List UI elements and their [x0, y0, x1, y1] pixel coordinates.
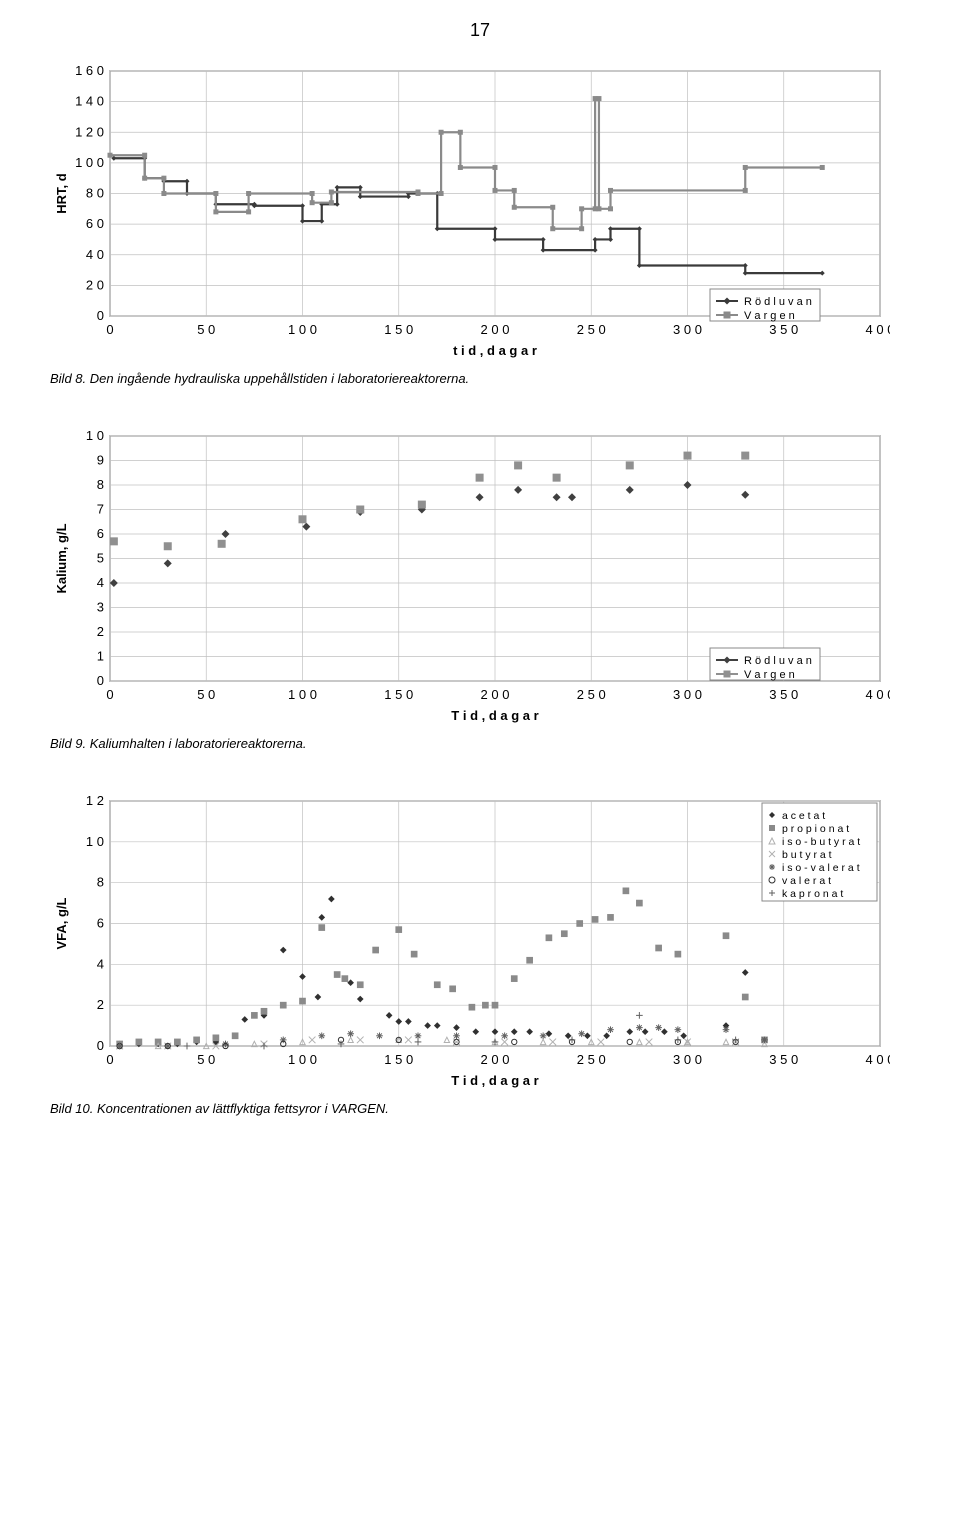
- svg-text:5 0: 5 0: [197, 322, 215, 337]
- svg-text:1 5 0: 1 5 0: [384, 322, 413, 337]
- svg-text:b u t y r a t: b u t y r a t: [782, 849, 832, 861]
- svg-text:v a l e r a t: v a l e r a t: [782, 875, 831, 887]
- svg-text:0: 0: [97, 308, 104, 323]
- svg-text:9: 9: [97, 453, 104, 468]
- svg-text:1 0 0: 1 0 0: [288, 687, 317, 702]
- svg-text:7: 7: [97, 502, 104, 517]
- svg-text:1 6 0: 1 6 0: [75, 63, 104, 78]
- svg-text:3 5 0: 3 5 0: [769, 687, 798, 702]
- svg-text:3 5 0: 3 5 0: [769, 1052, 798, 1067]
- svg-text:T i d , d a g a r: T i d , d a g a r: [451, 1073, 538, 1088]
- svg-text:6 0: 6 0: [86, 216, 104, 231]
- svg-text:3 0 0: 3 0 0: [673, 322, 702, 337]
- svg-text:a c e t a t: a c e t a t: [782, 810, 825, 822]
- svg-text:1: 1: [97, 649, 104, 664]
- svg-text:4 0 0: 4 0 0: [866, 1052, 890, 1067]
- svg-text:R ö d l u v a n: R ö d l u v a n: [744, 655, 812, 667]
- svg-text:1 2: 1 2: [86, 793, 104, 808]
- svg-text:HRT, d: HRT, d: [54, 173, 69, 214]
- svg-text:0: 0: [97, 1038, 104, 1053]
- svg-text:3 0 0: 3 0 0: [673, 1052, 702, 1067]
- chart-2-svg: 0 1 2 3 4 5 6 7 8 9 1 0 0 5 0 1 0 0 1 5 0 2 0 0 2 5 0 3 0…: [50, 426, 890, 726]
- svg-text:4: 4: [97, 956, 104, 971]
- svg-text:1 5 0: 1 5 0: [384, 1052, 413, 1067]
- svg-text:6: 6: [97, 916, 104, 931]
- svg-text:1 5 0: 1 5 0: [384, 687, 413, 702]
- svg-text:4 0 0: 4 0 0: [866, 687, 890, 702]
- svg-text:p r o p i o n a t: p r o p i o n a t: [782, 823, 849, 835]
- chart-1-caption: Bild 8. Den ingående hydrauliska uppehål…: [50, 371, 910, 386]
- svg-text:4: 4: [97, 575, 104, 590]
- svg-text:V a r g e n: V a r g e n: [744, 310, 795, 322]
- chart-3-svg: 0 2 4 6 8 1 0 1 2 0 5 0 1 0 0 1 5 0 2 0 0 2 5 0 3 0 0…: [50, 791, 890, 1091]
- svg-text:1 0 0: 1 0 0: [288, 322, 317, 337]
- svg-text:0: 0: [106, 687, 113, 702]
- svg-text:3 0 0: 3 0 0: [673, 687, 702, 702]
- chart-1-svg: 0 2 0 4 0 6 0 8 0 1 0 0 1 2 0 1 4 0 1 6 0 0 5 0 1 0…: [50, 61, 890, 361]
- svg-text:2: 2: [97, 624, 104, 639]
- svg-text:8: 8: [97, 477, 104, 492]
- svg-text:1 0 0: 1 0 0: [288, 1052, 317, 1067]
- svg-text:T i d , d a g a r: T i d , d a g a r: [451, 708, 538, 723]
- svg-text:2 5 0: 2 5 0: [577, 322, 606, 337]
- svg-text:i s o - v a l e r a t: i s o - v a l e r a t: [782, 862, 860, 874]
- svg-text:5 0: 5 0: [197, 1052, 215, 1067]
- svg-text:4 0 0: 4 0 0: [866, 322, 890, 337]
- svg-text:2 5 0: 2 5 0: [577, 1052, 606, 1067]
- svg-text:8 0: 8 0: [86, 186, 104, 201]
- svg-text:2 0 0: 2 0 0: [481, 1052, 510, 1067]
- svg-text:5 0: 5 0: [197, 687, 215, 702]
- svg-text:8: 8: [97, 875, 104, 890]
- svg-text:k a p r o n a t: k a p r o n a t: [782, 888, 843, 900]
- svg-text:1 0: 1 0: [86, 428, 104, 443]
- svg-text:V a r g e n: V a r g e n: [744, 669, 795, 681]
- svg-text:1 0 0: 1 0 0: [75, 155, 104, 170]
- chart-3-caption: Bild 10. Koncentrationen av lättflyktiga…: [50, 1101, 910, 1116]
- svg-text:6: 6: [97, 526, 104, 541]
- svg-text:2 0: 2 0: [86, 277, 104, 292]
- svg-text:2 0 0: 2 0 0: [481, 322, 510, 337]
- page-number: 17: [0, 20, 960, 41]
- svg-text:5: 5: [97, 551, 104, 566]
- chart-2-caption: Bild 9. Kaliumhalten i laboratoriereakto…: [50, 736, 910, 751]
- chart-2: 0 1 2 3 4 5 6 7 8 9 1 0 0 5 0 1 0 0 1 5 0 2 0 0 2 5 0 3 0…: [50, 426, 910, 726]
- svg-text:0: 0: [97, 673, 104, 688]
- svg-text:1 4 0: 1 4 0: [75, 94, 104, 109]
- svg-text:2: 2: [97, 997, 104, 1012]
- svg-text:VFA, g/L: VFA, g/L: [54, 897, 69, 949]
- svg-text:t i d , d a g a r: t i d , d a g a r: [453, 343, 537, 358]
- svg-text:0: 0: [106, 1052, 113, 1067]
- svg-text:0: 0: [106, 322, 113, 337]
- svg-text:2 5 0: 2 5 0: [577, 687, 606, 702]
- svg-text:R ö d l u v a n: R ö d l u v a n: [744, 296, 812, 308]
- chart-1: 0 2 0 4 0 6 0 8 0 1 0 0 1 2 0 1 4 0 1 6 0 0 5 0 1 0…: [50, 61, 910, 361]
- svg-text:1 0: 1 0: [86, 834, 104, 849]
- svg-text:3 5 0: 3 5 0: [769, 322, 798, 337]
- svg-text:2 0 0: 2 0 0: [481, 687, 510, 702]
- chart-3: 0 2 4 6 8 1 0 1 2 0 5 0 1 0 0 1 5 0 2 0 0 2 5 0 3 0 0…: [50, 791, 910, 1091]
- svg-text:4 0: 4 0: [86, 247, 104, 262]
- svg-text:i s o - b u t y r a t: i s o - b u t y r a t: [782, 836, 860, 848]
- svg-text:1 2 0: 1 2 0: [75, 124, 104, 139]
- svg-text:Kalium, g/L: Kalium, g/L: [54, 523, 69, 593]
- svg-text:3: 3: [97, 600, 104, 615]
